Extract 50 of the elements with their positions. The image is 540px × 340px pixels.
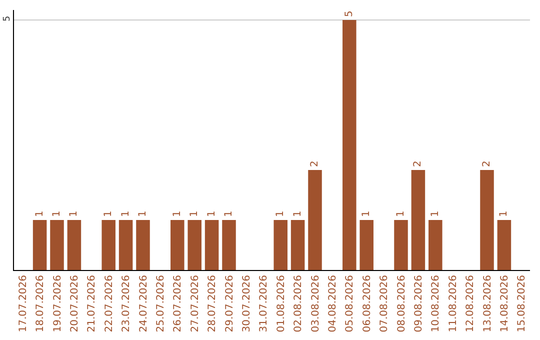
- data-label: 1: [189, 210, 200, 217]
- x-tick-label: 08.08.2026: [396, 275, 408, 332]
- x-tick-label: 14.08.2026: [499, 275, 510, 332]
- data-label: 1: [103, 210, 114, 217]
- x-tick-label: 29.07.2026: [224, 275, 236, 332]
- x-tick-label: 12.08.2026: [465, 275, 476, 332]
- x-tick-label: 20.07.2026: [69, 275, 80, 332]
- x-tick-label: 13.08.2026: [482, 275, 494, 332]
- x-tick-label: 30.07.2026: [241, 275, 252, 332]
- data-label: 1: [172, 210, 183, 217]
- x-tick-label: 21.07.2026: [86, 275, 98, 332]
- x-tick-label: 22.07.2026: [104, 275, 115, 332]
- x-tick-label: 15.08.2026: [516, 275, 528, 332]
- data-label: 2: [310, 160, 320, 167]
- x-tick-label: 02.08.2026: [293, 275, 304, 332]
- data-label: 2: [412, 160, 424, 167]
- data-label: 1: [52, 210, 62, 217]
- data-label: 1: [361, 210, 372, 217]
- data-label: 1: [138, 210, 148, 217]
- x-tick-label: 07.08.2026: [379, 275, 390, 332]
- data-label: 1: [275, 210, 286, 217]
- data-label: 1: [430, 210, 441, 217]
- x-tick-label: 11.08.2026: [448, 275, 459, 332]
- x-tick-label: 10.08.2026: [430, 275, 442, 332]
- x-tick-label: 05.08.2026: [344, 275, 356, 332]
- x-tick-label: 04.08.2026: [327, 275, 338, 332]
- x-tick-label: 31.07.2026: [258, 275, 270, 332]
- data-label: 2: [482, 160, 492, 167]
- x-tick-label: 23.07.2026: [121, 275, 132, 332]
- x-tick-label: 25.07.2026: [155, 275, 166, 332]
- data-label: 1: [396, 210, 406, 217]
- x-tick-label: 26.07.2026: [172, 275, 184, 332]
- x-tick-label: 01.08.2026: [276, 275, 287, 332]
- data-label: 1: [120, 210, 132, 217]
- data-label: 5: [344, 10, 355, 17]
- data-label: 1: [34, 210, 46, 217]
- x-tick-label: 06.08.2026: [362, 275, 373, 332]
- data-label: 1: [292, 210, 304, 217]
- x-tick-label: 24.07.2026: [138, 275, 150, 332]
- x-tick-label: 27.07.2026: [190, 275, 201, 332]
- data-label: 1: [498, 210, 510, 217]
- x-tick-label: 18.07.2026: [35, 275, 46, 332]
- data-label: 1: [68, 210, 80, 217]
- x-tick-label: 09.08.2026: [413, 275, 424, 332]
- data-label: 1: [206, 210, 218, 217]
- x-tick-label: 28.07.2026: [207, 275, 218, 332]
- x-tick-label: 03.08.2026: [310, 275, 322, 332]
- x-tick-label: 17.07.2026: [18, 275, 29, 332]
- data-label: 1: [224, 210, 234, 217]
- x-tick-label: 19.07.2026: [52, 275, 64, 332]
